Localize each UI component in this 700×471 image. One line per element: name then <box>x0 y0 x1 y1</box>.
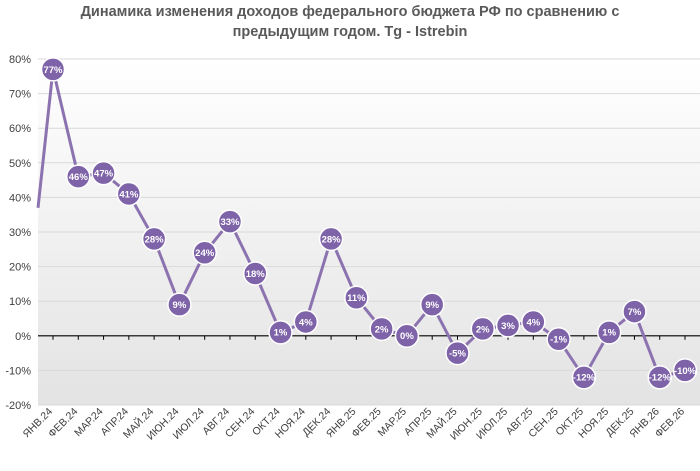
y-axis: -20% -10% 0% 10% 20% 30% 40% 50% 60% 70% 80% <box>5 54 31 412</box>
chart-title-line-1: Динамика изменения доходов федерального … <box>80 4 620 20</box>
y-tick-label: 10% <box>9 296 31 308</box>
data-label: 7% <box>628 307 642 318</box>
y-tick-label: 70% <box>9 89 31 101</box>
data-label: 4% <box>526 317 540 328</box>
data-point <box>293 309 319 335</box>
x-tick-label: МАР.25 <box>376 406 410 440</box>
data-label: 46% <box>69 172 89 183</box>
series: 77% 46% 47% 41% 28% 9% 24% 33% 18% 1% 4% 28% 11% 2% 0%… <box>36 57 698 390</box>
data-point <box>344 285 369 310</box>
data-point <box>192 240 217 266</box>
data-label: -5% <box>449 349 466 360</box>
data-point <box>445 340 470 366</box>
data-label: 9% <box>425 300 439 311</box>
y-tick-label: 80% <box>9 54 31 66</box>
data-label: -12% <box>649 373 672 384</box>
data-label: 1% <box>602 328 616 339</box>
data-point <box>596 320 622 345</box>
data-point <box>91 160 116 186</box>
y-tick-label: -10% <box>5 365 31 377</box>
data-label: 18% <box>246 269 266 280</box>
data-label: 77% <box>43 65 63 76</box>
data-label: 2% <box>476 324 490 335</box>
data-label: 41% <box>119 189 139 200</box>
data-label: 9% <box>173 300 187 311</box>
data-label: 2% <box>375 324 389 335</box>
data-point <box>217 209 243 234</box>
data-point <box>394 323 420 349</box>
data-label: 28% <box>145 234 165 245</box>
y-tick-label: 50% <box>9 158 31 170</box>
data-point <box>141 226 167 252</box>
data-point <box>318 226 344 252</box>
data-point <box>470 316 496 342</box>
data-point <box>116 181 142 207</box>
x-tick-label: МАР.24 <box>72 406 106 440</box>
data-label: -1% <box>550 335 567 346</box>
y-tick-label: 40% <box>9 192 31 204</box>
y-tick-label: -20% <box>5 400 31 412</box>
data-point <box>419 292 445 317</box>
data-label: 0% <box>400 331 414 342</box>
y-tick-label: 20% <box>9 262 31 274</box>
data-label: 3% <box>501 321 515 332</box>
data-point <box>571 365 597 390</box>
data-point <box>66 164 91 189</box>
series-line-lead <box>36 69 55 208</box>
data-point <box>495 313 521 338</box>
data-label: 33% <box>220 217 240 228</box>
data-point <box>40 57 66 82</box>
data-label: 1% <box>274 328 288 339</box>
data-point <box>167 292 192 317</box>
data-label: -12% <box>573 373 596 384</box>
data-label: 11% <box>347 293 366 304</box>
y-tick-label: 0% <box>15 331 31 343</box>
data-point <box>242 261 268 286</box>
data-point <box>546 327 571 352</box>
chart-title-line-2: предыдущим годом. Tg - Istrebin <box>232 24 468 40</box>
data-label: 28% <box>322 234 342 245</box>
data-label: 47% <box>94 169 114 180</box>
y-tick-label: 60% <box>9 123 31 135</box>
data-point <box>521 309 546 335</box>
data-label: -10% <box>674 366 697 377</box>
chart-title: Динамика изменения доходов федерального … <box>0 2 700 42</box>
gridlines <box>38 58 700 406</box>
data-point <box>647 365 672 390</box>
data-label: 24% <box>195 248 215 259</box>
data-point <box>622 299 647 324</box>
data-point <box>369 316 394 342</box>
data-label: 4% <box>299 317 313 328</box>
data-point <box>268 320 293 345</box>
y-tick-label: 30% <box>9 227 31 239</box>
data-point <box>672 358 698 383</box>
